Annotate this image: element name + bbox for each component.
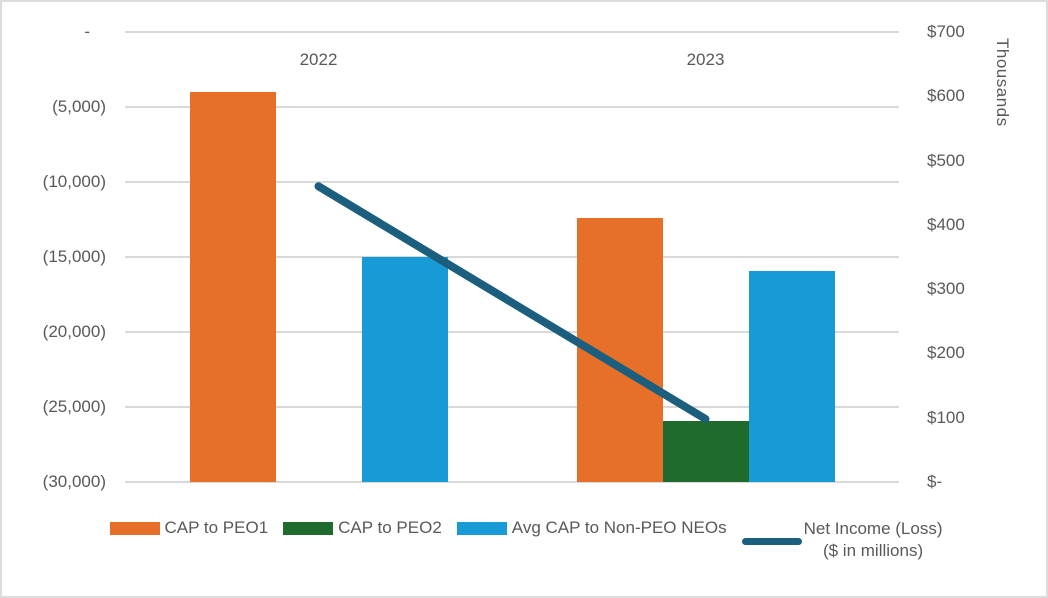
bar-avg-cap-to-non-peo-neos-2022 — [361, 257, 448, 482]
left-axis-tick: (15,000) — [42, 247, 106, 266]
gridline — [125, 31, 899, 33]
bar-avg-cap-to-non-peo-neos-2023 — [748, 270, 835, 482]
right-axis-tick: $600 — [927, 86, 965, 106]
right-axis-tick: $- — [927, 472, 943, 491]
left-axis-tick: - — [84, 22, 90, 41]
legend-item-avg-cap-non-peo-neos: Avg CAP to Non-PEO NEOs — [456, 518, 727, 538]
legend-item-cap-to-peo1: CAP to PEO1 — [109, 518, 269, 538]
right-axis-tick: $300 — [927, 279, 965, 299]
legend-label-net-income: Net Income (Loss) ($ in millions) — [804, 518, 943, 562]
legend-label-avg-cap-non-peo-neos: Avg CAP to Non-PEO NEOs — [511, 518, 727, 537]
left-axis-tick: (25,000) — [42, 397, 106, 416]
left-axis-tick: (5,000) — [52, 97, 106, 116]
bar-cap-to-peo2-2023 — [662, 420, 749, 482]
gridline — [125, 181, 899, 183]
legend-label-cap-to-peo1: CAP to PEO1 — [164, 518, 269, 537]
category-label-2022: 2022 — [299, 50, 338, 69]
legend-swatch-avg-cap-non-peo-neos — [456, 521, 507, 535]
legend-label-cap-to-peo2: CAP to PEO2 — [338, 518, 442, 537]
left-axis-tick: (30,000) — [42, 472, 106, 491]
left-axis-tick: (10,000) — [42, 172, 106, 191]
legend-swatch-cap-to-peo1 — [109, 521, 160, 535]
right-axis-tick: $200 — [927, 343, 965, 363]
legend-label-net-income-line1: Net Income (Loss) — [803, 519, 943, 538]
legend: CAP to PEO1 CAP to PEO2 Avg CAP to Non-P… — [2, 518, 1046, 562]
right-axis-title: Thousands — [993, 38, 1012, 127]
left-axis-tick: (20,000) — [42, 322, 106, 341]
gridline — [125, 106, 899, 108]
legend-item-cap-to-peo2: CAP to PEO2 — [283, 518, 442, 538]
legend-swatch-cap-to-peo2 — [283, 521, 334, 535]
legend-line-swatch-net-income — [741, 538, 802, 545]
right-axis-tick: $500 — [927, 150, 965, 170]
category-label-2023: 2023 — [686, 50, 725, 69]
gridline — [125, 481, 899, 483]
legend-label-net-income-line2: ($ in millions) — [822, 541, 924, 560]
legend-item-net-income: Net Income (Loss) ($ in millions) — [741, 518, 943, 562]
right-axis-tick: $100 — [927, 407, 965, 427]
right-axis-tick: $400 — [927, 214, 965, 234]
bar-cap-to-peo1-2023 — [576, 218, 663, 482]
right-axis-tick: $700 — [927, 22, 965, 41]
bar-cap-to-peo1-2022 — [189, 92, 276, 482]
